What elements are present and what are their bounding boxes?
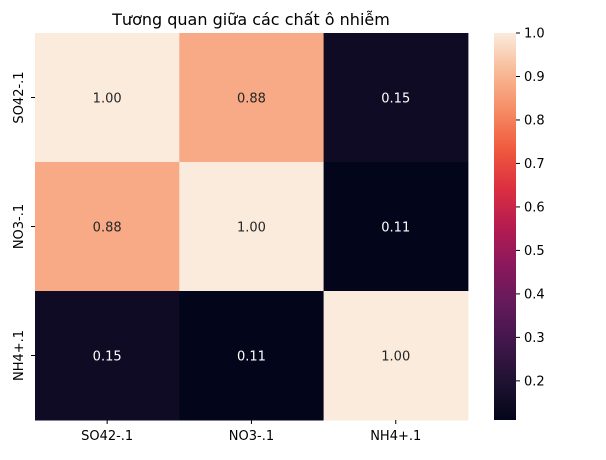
heatmap-cell — [323, 162, 469, 292]
colorbar-tick-label: 0.4 — [524, 287, 545, 302]
cell-value-label: 0.15 — [93, 350, 122, 365]
heatmap-cell — [35, 33, 180, 163]
heatmap-cell — [179, 162, 325, 292]
y-tick-label: NH4+.1 — [12, 330, 27, 381]
x-tick-label: NH4+.1 — [370, 429, 421, 444]
y-axis: SO42-.1 NO3-.1 NH4+.1 — [12, 71, 35, 381]
colorbar-tick-label: 1.0 — [524, 27, 545, 42]
heatmap-cell — [35, 162, 180, 292]
heatmap-cell — [323, 33, 469, 163]
y-tick-label: NO3-.1 — [12, 204, 27, 249]
cell-value-label: 0.15 — [381, 92, 410, 107]
colorbar-tick-label: 0.7 — [524, 157, 545, 172]
colorbar-tick-label: 0.2 — [524, 374, 545, 389]
x-axis: SO42-.1 NO3-.1 NH4+.1 — [81, 420, 421, 444]
heatmap-cell — [35, 291, 180, 421]
cell-value-label: 0.11 — [237, 350, 266, 365]
cell-value-label: 0.88 — [237, 92, 266, 107]
colorbar-tick-label: 0.3 — [524, 331, 545, 346]
heatmap-cell — [179, 33, 325, 163]
x-tick-label: SO42-.1 — [81, 429, 133, 444]
cell-value-label: 1.00 — [93, 92, 122, 107]
colorbar: 0.2 0.3 0.4 0.5 0.6 0.7 0.8 0.9 1.0 — [494, 27, 545, 420]
cell-value-label: 1.00 — [237, 221, 266, 236]
heatmap-cell — [179, 291, 325, 421]
cell-value-label: 0.11 — [381, 221, 410, 236]
cell-value-label: 0.88 — [93, 221, 122, 236]
colorbar-tick-label: 0.8 — [524, 113, 545, 128]
colorbar-tick-label: 0.9 — [524, 70, 545, 85]
colorbar-tick-label: 0.5 — [524, 244, 545, 259]
colorbar-tick-label: 0.6 — [524, 200, 545, 215]
y-tick-label: SO42-.1 — [12, 71, 27, 123]
heatmap-cells: 1.00 0.88 0.15 0.88 1.00 0.11 0.15 0.11 1.00 — [35, 33, 469, 421]
chart-title: Tương quan giữa các chất ô nhiễm — [111, 10, 390, 29]
colorbar-gradient — [494, 33, 516, 420]
heatmap-cell — [323, 291, 469, 421]
x-tick-label: NO3-.1 — [229, 429, 274, 444]
cell-value-label: 1.00 — [381, 350, 410, 365]
